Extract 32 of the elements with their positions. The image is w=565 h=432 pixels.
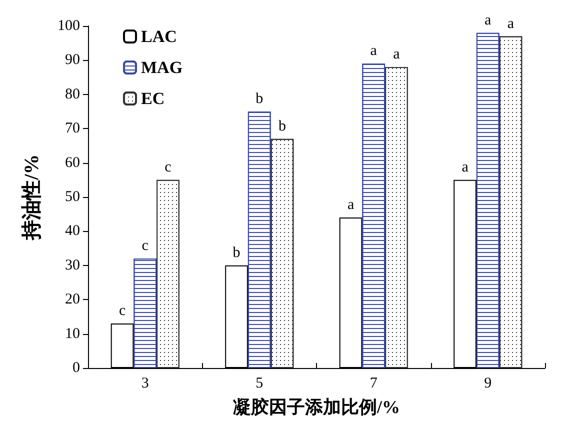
data-label: b [278,118,286,134]
x-axis-title: 凝胶因子添加比例/% [232,397,400,417]
y-tick-label: 30 [65,257,80,274]
x-tick-label: 5 [256,376,264,392]
x-tick-label: 3 [141,376,149,392]
data-label: a [347,197,354,214]
y-tick-label: 20 [65,292,80,308]
data-label: a [370,43,378,60]
y-tick-label: 90 [65,52,80,68]
legend-label: EC [141,89,165,108]
legend-label: MAG [141,58,183,77]
data-label: b [256,91,264,107]
y-tick-label: 70 [65,120,80,137]
y-tick-label: 40 [65,223,80,240]
data-label: a [484,12,492,28]
data-label: a [462,159,469,176]
data-label: c [118,303,126,320]
y-tick-label: 80 [65,86,80,102]
y-tick-label: 50 [65,189,80,205]
x-tick-label: 7 [370,376,378,392]
data-label: a [507,16,514,32]
y-tick-label: 10 [65,326,80,342]
y-tick-label: 100 [58,18,80,34]
x-tick-label: 9 [484,376,492,392]
data-label: a [393,46,400,63]
y-tick-label: 0 [72,360,80,376]
data-label: b [232,244,240,261]
y-axis-title: 持油性/% [21,154,43,241]
y-tick-label: 60 [65,154,80,171]
data-label: c [164,159,172,176]
legend-label: LAC [141,27,177,46]
data-label: c [142,238,149,254]
